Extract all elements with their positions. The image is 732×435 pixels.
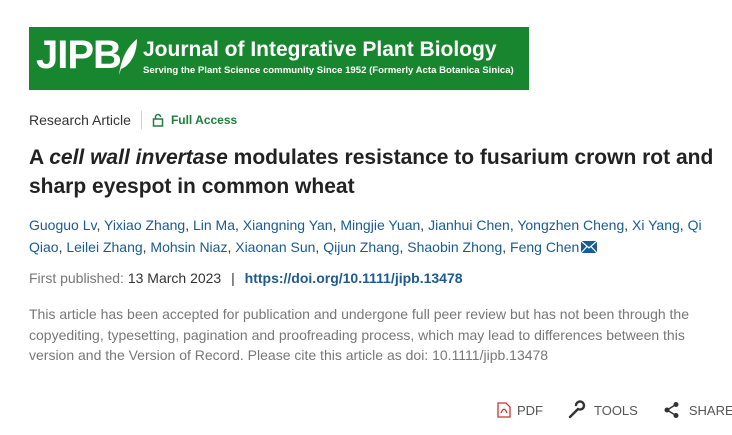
journal-title: Journal of Integrative Plant Biology — [143, 38, 497, 61]
email-icon[interactable] — [580, 240, 598, 254]
author-separator: , — [624, 217, 633, 233]
published-label: First published: — [29, 270, 124, 286]
share-icon — [664, 402, 679, 418]
pdf-icon — [497, 402, 511, 418]
journal-banner[interactable]: JIPB Journal of Integrative Plant Biolog… — [29, 27, 529, 90]
article-meta: Research Article Full Access — [29, 111, 237, 129]
author-separator: , — [332, 217, 341, 233]
author-separator: , — [502, 239, 511, 255]
author-name[interactable]: Qijun Zhang — [323, 239, 400, 255]
separator: | — [231, 270, 235, 286]
author-separator: , — [142, 239, 151, 255]
accepted-note: This article has been accepted for publi… — [29, 306, 689, 363]
title-italic: cell wall invertase — [49, 146, 228, 169]
author-separator: , — [227, 239, 236, 255]
author-name[interactable]: Xi Yang — [632, 217, 680, 233]
divider — [140, 111, 142, 129]
author-separator: , — [96, 217, 104, 233]
author-name[interactable]: Feng Chen — [510, 239, 580, 255]
author-name[interactable]: Qi Qiao — [29, 217, 702, 255]
author-name[interactable]: Guoguo Lv — [29, 217, 97, 233]
title-text: A — [29, 146, 50, 169]
author-name[interactable]: Lin Ma — [192, 217, 236, 233]
author-name[interactable]: Xiangning Yan — [242, 217, 333, 233]
lock-icon — [152, 113, 164, 127]
author-name[interactable]: Jianhui Chen — [428, 217, 510, 233]
pdf-button[interactable]: PDF — [517, 402, 543, 418]
author-list: Guoguo Lv, Yixiao Zhang, Lin Ma, Xiangni… — [29, 214, 709, 258]
author-name[interactable]: Mingjie Yuan — [340, 217, 421, 233]
author-separator: , — [235, 217, 243, 233]
author-separator: , — [509, 217, 518, 233]
leaf-icon — [119, 39, 137, 75]
author-separator: , — [679, 217, 688, 233]
share-button[interactable]: SHARE — [688, 402, 732, 418]
article-type: Research Article — [29, 112, 131, 128]
article-title: A cell wall invertase modulates resistan… — [29, 143, 719, 201]
author-name[interactable]: Yongzhen Cheng — [517, 217, 625, 233]
author-name[interactable]: Mohsin Niaz — [150, 239, 228, 255]
published-date: 13 March 2023 — [127, 270, 222, 286]
author-separator: , — [185, 217, 193, 233]
tools-button[interactable]: TOOLS — [594, 402, 638, 418]
author-name[interactable]: Shaobin Zhong — [407, 239, 503, 255]
doi-link[interactable]: https://doi.org/10.1111/jipb.13478 — [244, 270, 463, 286]
publication-line: First published: 13 March 2023 | https:/… — [29, 270, 463, 286]
author-separator: , — [315, 239, 324, 255]
access-label: Full Access — [170, 113, 238, 127]
author-separator: , — [420, 217, 429, 233]
author-name[interactable]: Xiaonan Sun — [235, 239, 316, 255]
author-name[interactable]: Yixiao Zhang — [104, 217, 186, 233]
author-separator: , — [58, 239, 67, 255]
journal-logo: JIPB — [36, 33, 122, 77]
author-separator: , — [399, 239, 408, 255]
author-name[interactable]: Leilei Zhang — [66, 239, 143, 255]
action-bar: PDF TOOLS SHARE — [497, 400, 732, 420]
tools-icon — [568, 400, 586, 419]
title-text: modulates resistance to fusarium crown r… — [29, 146, 714, 198]
journal-subtitle: Serving the Plant Science community Sinc… — [143, 65, 514, 76]
